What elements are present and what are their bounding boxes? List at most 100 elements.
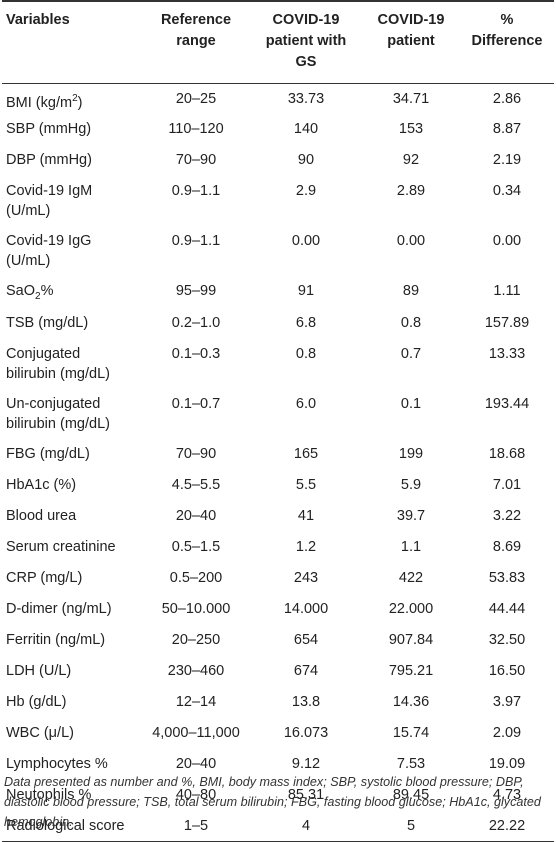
cell-variable: Un-conjugated bilirubin (mg/dL) bbox=[6, 395, 110, 432]
cell-percent-difference: 2.19 bbox=[492, 152, 522, 168]
cell-reference-range: 20–25 bbox=[175, 90, 217, 107]
cell-percent-difference: 0.34 bbox=[492, 183, 522, 199]
cell-gs-patient: 14.000 bbox=[283, 600, 329, 617]
cell-reference-range: 20–250 bbox=[171, 631, 221, 648]
cell-variable: Serum creatinine bbox=[6, 538, 116, 555]
cell-percent-difference: 53.83 bbox=[488, 569, 526, 586]
table-row: D-dimer (ng/mL) 50–10.000 14.000 22.000 44.4… bbox=[2, 594, 554, 625]
cell-percent-difference: 3.22 bbox=[492, 507, 522, 524]
cell-reference-range: 20–40 bbox=[175, 755, 217, 772]
table-row: HbA1c (%) 4.5–5.5 5.5 5.9 7.01 bbox=[2, 470, 554, 501]
cell-variable: BMI (kg/m2) bbox=[6, 92, 83, 111]
cell-gs-patient: 1.2 bbox=[295, 538, 317, 555]
cell-reference-range: 230–460 bbox=[167, 662, 225, 679]
cell-reference-range: 95–99 bbox=[175, 283, 217, 299]
cell-patient: 7.53 bbox=[396, 755, 426, 772]
cell-reference-range: 40–80 bbox=[175, 786, 217, 803]
cell-variable: Covid-19 IgM (U/mL) bbox=[6, 183, 93, 219]
cell-variable: SBP (mmHg) bbox=[6, 121, 92, 137]
cell-variable: Ferritin (ng/mL) bbox=[6, 631, 106, 648]
cell-variable: WBC (μ/L) bbox=[6, 724, 74, 741]
header-percent-difference: % Difference bbox=[460, 0, 554, 84]
cell-percent-difference: 8.69 bbox=[492, 538, 522, 555]
cell-patient: 5.9 bbox=[400, 476, 422, 493]
cell-variable: SaO2% bbox=[6, 283, 54, 302]
cell-patient: 0.1 bbox=[400, 395, 422, 412]
cell-reference-range: 4.5–5.5 bbox=[171, 476, 221, 493]
table-row: Covid-19 IgG (U/mL) 0.9–1.1 0.00 0.00 0.00 bbox=[2, 226, 554, 276]
cell-percent-difference: 193.44 bbox=[484, 395, 530, 412]
table-row: FBG (mg/dL) 70–90 165 199 18.68 bbox=[2, 439, 554, 470]
cell-gs-patient: 654 bbox=[293, 631, 319, 648]
table-row: Covid-19 IgM (U/mL) 0.9–1.1 2.9 2.89 0.34 bbox=[2, 176, 554, 226]
cell-patient: 795.21 bbox=[388, 662, 434, 679]
table-row: Serum creatinine 0.5–1.5 1.2 1.1 8.69 bbox=[2, 532, 554, 563]
table-row: BMI (kg/m2) 20–25 33.73 34.71 2.86 bbox=[2, 83, 554, 114]
cell-patient: 14.36 bbox=[392, 693, 430, 710]
header-variables: Variables bbox=[2, 0, 142, 84]
cell-variable: Blood urea bbox=[6, 507, 77, 524]
cell-reference-range: 0.9–1.1 bbox=[171, 183, 221, 199]
cell-gs-patient: 9.12 bbox=[291, 755, 321, 772]
table-row: LDH (U/L) 230–460 674 795.21 16.50 bbox=[2, 656, 554, 687]
cell-reference-range: 70–90 bbox=[175, 445, 217, 462]
header-reference-range: Reference range bbox=[142, 0, 250, 84]
cell-gs-patient: 165 bbox=[293, 445, 319, 462]
cell-reference-range: 0.5–1.5 bbox=[171, 538, 221, 555]
cell-patient: 2.89 bbox=[396, 183, 426, 199]
cell-gs-patient: 140 bbox=[293, 121, 319, 137]
table-body: BMI (kg/m2) 20–25 33.73 34.71 2.86 SBP (mmHg)… bbox=[2, 83, 554, 842]
cell-percent-difference: 2.86 bbox=[492, 90, 522, 107]
cell-patient: 34.71 bbox=[392, 90, 430, 107]
cell-percent-difference: 18.68 bbox=[488, 445, 526, 462]
cell-patient: 153 bbox=[398, 121, 424, 137]
cell-gs-patient: 91 bbox=[297, 283, 315, 299]
cell-variable: D-dimer (ng/mL) bbox=[6, 600, 112, 617]
table-row: Hb (g/dL) 12–14 13.8 14.36 3.97 bbox=[2, 687, 554, 718]
cell-gs-patient: 90 bbox=[297, 152, 315, 168]
cell-percent-difference: 16.50 bbox=[488, 662, 526, 679]
table-row: WBC (μ/L) 4,000–11,000 16.073 15.74 2.09 bbox=[2, 718, 554, 749]
cell-reference-range: 12–14 bbox=[175, 693, 217, 710]
cell-patient: 15.74 bbox=[392, 724, 430, 741]
cell-patient: 89 bbox=[402, 283, 420, 299]
cell-gs-patient: 16.073 bbox=[283, 724, 329, 741]
cell-patient: 92 bbox=[402, 152, 420, 168]
table-row: DBP (mmHg) 70–90 90 92 2.19 bbox=[2, 145, 554, 176]
cell-percent-difference: 0.00 bbox=[492, 233, 522, 249]
cell-patient: 39.7 bbox=[396, 507, 426, 524]
cell-gs-patient: 33.73 bbox=[287, 90, 325, 107]
table-row: SBP (mmHg) 110–120 140 153 8.87 bbox=[2, 114, 554, 145]
table-row: TSB (mg/dL) 0.2–1.0 6.8 0.8 157.89 bbox=[2, 308, 554, 339]
table-row: SaO2% 95–99 91 89 1.11 bbox=[2, 276, 554, 308]
cell-percent-difference: 1.11 bbox=[493, 283, 521, 299]
cell-percent-difference: 44.44 bbox=[488, 600, 526, 617]
cell-patient: 0.00 bbox=[396, 233, 426, 249]
cell-gs-patient: 41 bbox=[297, 507, 315, 524]
table-row: Un-conjugated bilirubin (mg/dL) 0.1–0.7 6.0… bbox=[2, 389, 554, 439]
cell-percent-difference: 32.50 bbox=[488, 631, 526, 648]
table-row: Blood urea 20–40 41 39.7 3.22 bbox=[2, 501, 554, 532]
cell-patient: 89.45 bbox=[392, 786, 430, 803]
cell-percent-difference: 13.33 bbox=[488, 345, 526, 362]
cell-percent-difference: 4.73 bbox=[492, 786, 522, 803]
cell-patient: 907.84 bbox=[388, 631, 434, 648]
header-covid-patient-with-gs: COVID-19 patient with GS bbox=[250, 0, 362, 84]
cell-variable: HbA1c (%) bbox=[6, 476, 77, 493]
cell-variable: Hb (g/dL) bbox=[6, 693, 67, 710]
cell-patient: 1.1 bbox=[400, 538, 422, 555]
cell-patient: 0.8 bbox=[400, 314, 422, 331]
cell-gs-patient: 2.9 bbox=[295, 183, 317, 199]
cell-gs-patient: 13.8 bbox=[291, 693, 321, 710]
cell-gs-patient: 243 bbox=[293, 569, 319, 586]
table-row: Conjugated bilirubin (mg/dL) 0.1–0.3 0.8 0.7… bbox=[2, 339, 554, 389]
cell-reference-range: 20–40 bbox=[175, 507, 217, 524]
cell-gs-patient: 5.5 bbox=[295, 476, 317, 493]
cell-reference-range: 70–90 bbox=[175, 152, 217, 168]
table-row: Ferritin (ng/mL) 20–250 654 907.84 32.50 bbox=[2, 625, 554, 656]
cell-percent-difference: 3.97 bbox=[492, 693, 522, 710]
table-footnote: Data presented as number and %, BMI, bod… bbox=[4, 775, 541, 829]
cell-reference-range: 50–10.000 bbox=[161, 600, 231, 617]
